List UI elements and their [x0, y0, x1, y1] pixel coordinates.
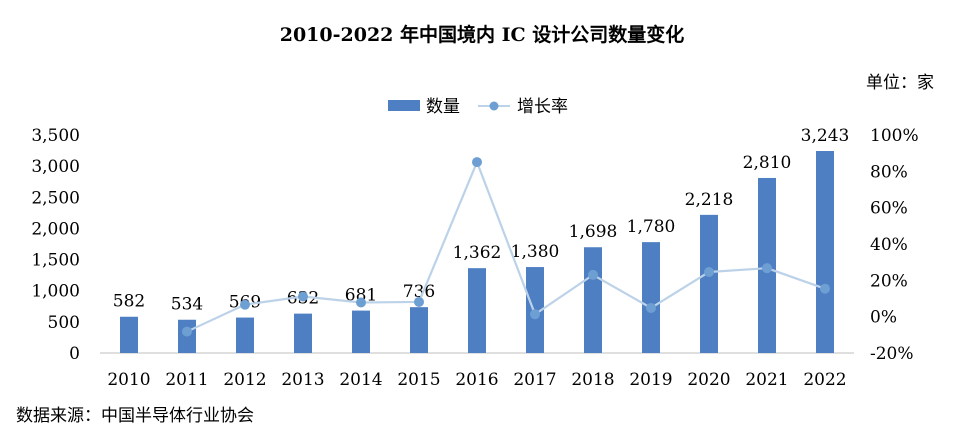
bar: [700, 214, 718, 353]
x-tick-label: 2016: [455, 370, 498, 390]
growth-rate-point: [182, 326, 192, 337]
x-axis: 2010 2011 2012 2013 2014 2015 2016 2017 2018 2019…: [107, 370, 846, 390]
left-tick-label: 500: [48, 313, 80, 333]
x-tick-label: 2011: [165, 370, 208, 390]
bar-data-label: 1,362: [453, 243, 502, 263]
x-tick-label: 2018: [571, 370, 614, 390]
growth-rate-point: [762, 263, 772, 274]
bar: [584, 247, 602, 353]
x-tick-label: 2019: [629, 370, 672, 390]
right-tick-label: 40%: [870, 235, 908, 255]
left-tick-label: 3,500: [31, 126, 80, 146]
legend-line-label: 增长率: [517, 97, 568, 117]
x-tick-label: 2015: [397, 370, 440, 390]
right-tick-label: -20%: [870, 344, 914, 364]
source-note: 数据来源：中国半导体行业协会: [16, 406, 254, 426]
left-tick-label: 0: [69, 344, 80, 364]
bar-data-label: 736: [403, 282, 435, 302]
growth-rate-point: [820, 283, 830, 294]
growth-rate-line: [186, 159, 826, 333]
growth-rate-point: [530, 309, 540, 320]
bar-data-label: 1,698: [569, 222, 618, 242]
bar: [816, 151, 834, 353]
left-tick-label: 2,000: [31, 219, 80, 239]
x-tick-label: 2013: [281, 370, 324, 390]
bar-data-label: 3,243: [801, 126, 850, 146]
x-tick-label: 2012: [223, 370, 266, 390]
left-tick-label: 1,500: [31, 251, 80, 271]
bar: [468, 268, 486, 353]
bar-data-label: 582: [113, 292, 145, 312]
right-tick-label: 20%: [870, 271, 908, 291]
x-tick-label: 2014: [339, 370, 382, 390]
bar: [236, 317, 254, 353]
x-tick-label: 2010: [107, 370, 150, 390]
bar-data-label: 534: [171, 295, 203, 315]
right-tick-label: 100%: [870, 126, 919, 146]
legend-bar-label: 数量: [426, 97, 460, 117]
left-tick-label: 2,500: [31, 188, 80, 208]
growth-rate-point: [240, 299, 250, 310]
x-tick-label: 2020: [687, 370, 730, 390]
legend-bar-swatch: [388, 100, 420, 111]
right-tick-label: 0%: [870, 308, 897, 328]
right-tick-label: 80%: [870, 162, 908, 182]
left-axis: 0 500 1,000 1,500 2,000 2,500 3,000 3,500: [31, 126, 80, 364]
bar-data-label: 2,218: [685, 190, 734, 210]
bar-series: [120, 151, 834, 353]
bar: [642, 242, 660, 353]
chart-title: 2010-2022 年中国境内 IC 设计公司数量变化: [279, 24, 685, 46]
bar-data-label: 1,780: [627, 217, 676, 237]
left-tick-label: 3,000: [31, 157, 80, 177]
bar: [352, 310, 370, 353]
growth-rate-point: [356, 297, 366, 308]
growth-rate-point: [588, 269, 598, 280]
left-tick-label: 1,000: [31, 282, 80, 302]
growth-rate-series: [182, 157, 830, 337]
right-axis: -20% 0% 20% 40% 60% 80% 100%: [870, 126, 919, 364]
growth-rate-point: [704, 266, 714, 277]
bar-data-label: 2,810: [743, 153, 792, 173]
legend-line-marker: [489, 101, 499, 111]
unit-label: 单位：家: [866, 73, 934, 93]
right-tick-label: 60%: [870, 199, 908, 219]
bar: [410, 307, 428, 353]
growth-rate-point: [298, 291, 308, 302]
x-tick-label: 2017: [513, 370, 556, 390]
bar-data-label: 1,380: [511, 242, 560, 262]
growth-rate-point: [646, 302, 656, 313]
growth-rate-point: [472, 157, 482, 168]
x-tick-label: 2022: [803, 370, 846, 390]
bar: [294, 313, 312, 353]
bar: [120, 316, 138, 353]
growth-rate-point: [414, 296, 424, 307]
x-tick-label: 2021: [745, 370, 788, 390]
chart-legend: 数量 增长率: [388, 97, 568, 117]
